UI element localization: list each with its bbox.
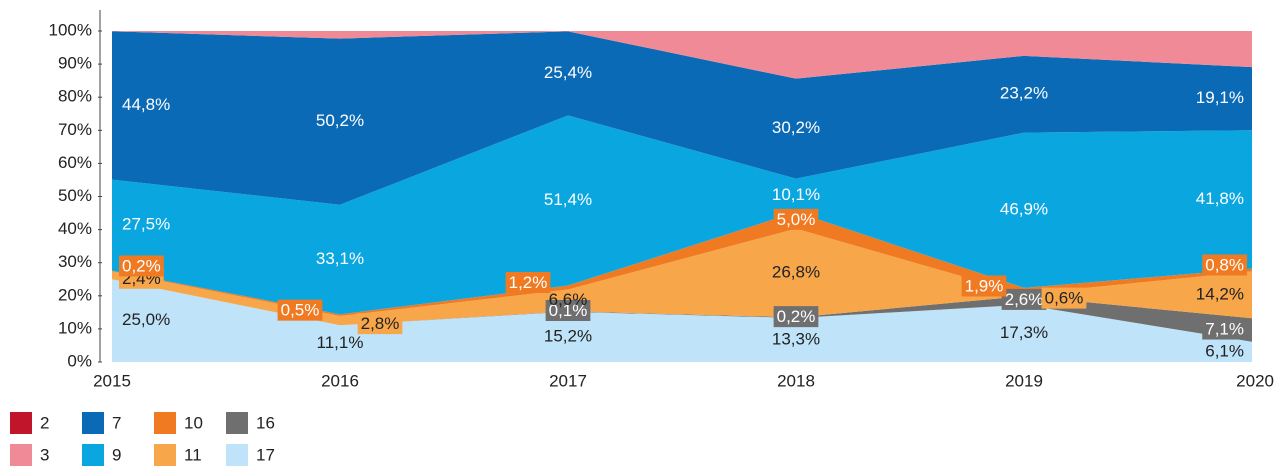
x-tick-label: 2018 [777, 371, 815, 390]
data-label-box [961, 275, 1007, 297]
data-label: 0,8% [1205, 255, 1244, 274]
data-label: 15,2% [544, 326, 592, 345]
data-label-box [1202, 318, 1247, 340]
data-label: 1,2% [509, 273, 548, 292]
data-label-box [545, 300, 591, 322]
y-tick-label: 40% [58, 219, 92, 238]
legend-swatch [82, 412, 104, 434]
legend-label: 10 [184, 413, 203, 432]
y-tick-label: 90% [58, 54, 92, 73]
data-label: 19,1% [1196, 88, 1244, 107]
data-label: 27,5% [122, 215, 170, 234]
x-tick-label: 2015 [93, 371, 131, 390]
y-tick-label: 30% [58, 252, 92, 271]
data-label: 13,3% [772, 329, 820, 348]
data-label: 2,6% [1005, 290, 1044, 309]
data-label: 0,2% [122, 256, 161, 275]
y-tick-label: 50% [58, 186, 92, 205]
legend-swatch [154, 444, 176, 466]
data-label: 14,2% [1196, 284, 1244, 303]
legend-label: 16 [256, 413, 275, 432]
x-tick-label: 2019 [1005, 371, 1043, 390]
data-label: 1,9% [965, 276, 1004, 295]
data-label: 0,2% [777, 307, 816, 326]
legend-swatch [154, 412, 176, 434]
data-label: 0,1% [549, 301, 588, 320]
data-label: 7,1% [1205, 320, 1244, 339]
data-label: 33,1% [316, 249, 364, 268]
area [112, 115, 1252, 315]
data-label-box [277, 299, 323, 321]
area [112, 31, 1252, 79]
areas [112, 31, 1252, 362]
data-label-box [773, 306, 819, 328]
legend-swatch [82, 444, 104, 466]
data-label: 26,8% [772, 262, 820, 281]
y-tick-label: 70% [58, 120, 92, 139]
data-label: 5,0% [777, 210, 816, 229]
y-tick-label: 100% [49, 20, 92, 39]
data-label: 11,1% [317, 333, 364, 352]
x-tick-label: 2017 [549, 371, 587, 390]
legend-label: 7 [112, 413, 121, 432]
legend-label: 17 [256, 445, 275, 464]
data-label: 6,1% [1205, 341, 1244, 360]
data-label: 10,1% [772, 185, 820, 204]
data-label: 2,8% [361, 314, 400, 333]
area [112, 228, 1252, 326]
data-label: 51,4% [544, 190, 592, 209]
data-label: 41,8% [1196, 189, 1244, 208]
data-label: 6,6% [549, 290, 588, 309]
y-tick-label: 0% [67, 351, 92, 370]
data-label-box [1001, 288, 1047, 310]
data-label-box [505, 272, 551, 294]
data-label-box [1041, 287, 1087, 309]
data-label: 23,2% [1000, 84, 1048, 103]
data-label: 46,9% [1000, 200, 1048, 219]
x-tick-label: 2020 [1236, 371, 1274, 390]
area [112, 279, 1252, 362]
data-label: 0,6% [1045, 289, 1084, 308]
data-label: 25,4% [544, 63, 592, 82]
data-label: 44,8% [122, 95, 170, 114]
legend-label: 9 [112, 445, 121, 464]
legend-swatch [10, 444, 32, 466]
legend-swatch [226, 412, 248, 434]
legend-label: 11 [184, 445, 202, 464]
x-tick-label: 2016 [321, 371, 359, 390]
data-label: 0,5% [281, 301, 320, 320]
y-tick-label: 20% [58, 285, 92, 304]
data-label: 30,2% [772, 118, 820, 137]
y-tick-label: 80% [58, 87, 92, 106]
legend-label: 3 [40, 445, 49, 464]
y-tick-label: 60% [58, 153, 92, 172]
legend-swatch [226, 444, 248, 466]
legend-label: 2 [40, 413, 49, 432]
y-tick-label: 10% [58, 318, 92, 337]
data-label: 50,2% [316, 111, 364, 130]
data-label: 17,3% [1000, 323, 1048, 342]
data-label-box [773, 208, 819, 230]
data-label: 25,0% [122, 310, 170, 329]
data-label-box [119, 255, 164, 277]
data-label-box [1202, 254, 1247, 276]
legend-swatch [10, 412, 32, 434]
data-label-box [357, 313, 403, 335]
area [112, 31, 1252, 205]
